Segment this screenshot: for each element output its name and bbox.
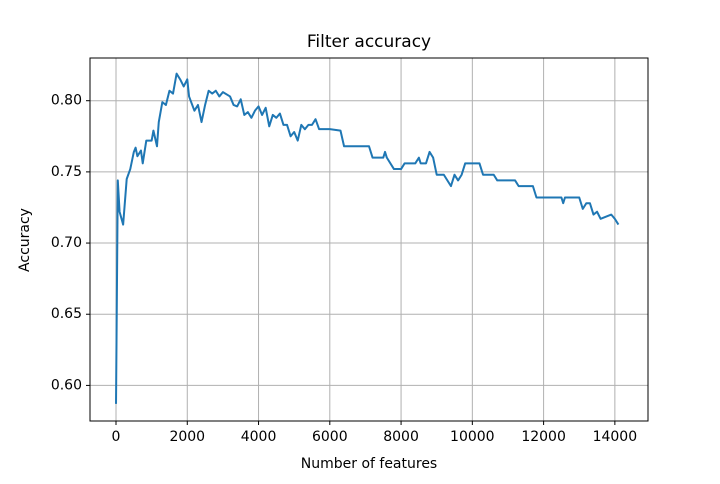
- x-tick-label: 10000: [450, 429, 495, 445]
- y-tick-label: 0.60: [51, 377, 82, 393]
- x-tick-label: 2000: [169, 429, 205, 445]
- x-axis-label: Number of features: [301, 456, 437, 472]
- x-tick-label: 0: [112, 429, 121, 445]
- y-tick-label: 0.70: [51, 235, 82, 251]
- plot-frame: [89, 57, 649, 422]
- y-axis-label: Accuracy: [17, 208, 33, 272]
- y-tick-label: 0.80: [51, 93, 82, 109]
- x-tick-label: 4000: [241, 429, 277, 445]
- data-line: [115, 72, 620, 404]
- chart-title: Filter accuracy: [307, 32, 431, 52]
- x-tick-label: 12000: [521, 429, 566, 445]
- y-tick-label: 0.75: [51, 164, 82, 180]
- x-tick-label: 8000: [383, 429, 419, 445]
- x-tick-label: 6000: [312, 429, 348, 445]
- x-tick-label: 14000: [593, 429, 638, 445]
- y-tick-label: 0.65: [51, 306, 82, 322]
